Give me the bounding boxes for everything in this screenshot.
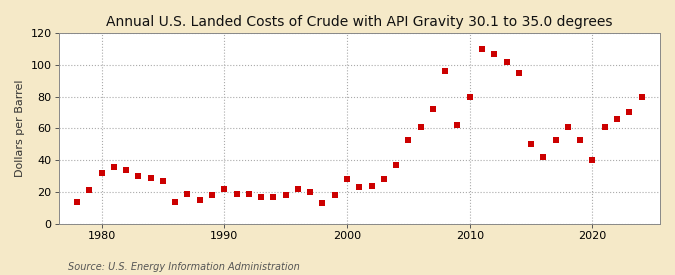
Y-axis label: Dollars per Barrel: Dollars per Barrel [15,80,25,177]
Title: Annual U.S. Landed Costs of Crude with API Gravity 30.1 to 35.0 degrees: Annual U.S. Landed Costs of Crude with A… [106,15,612,29]
Text: Source: U.S. Energy Information Administration: Source: U.S. Energy Information Administ… [68,262,299,272]
